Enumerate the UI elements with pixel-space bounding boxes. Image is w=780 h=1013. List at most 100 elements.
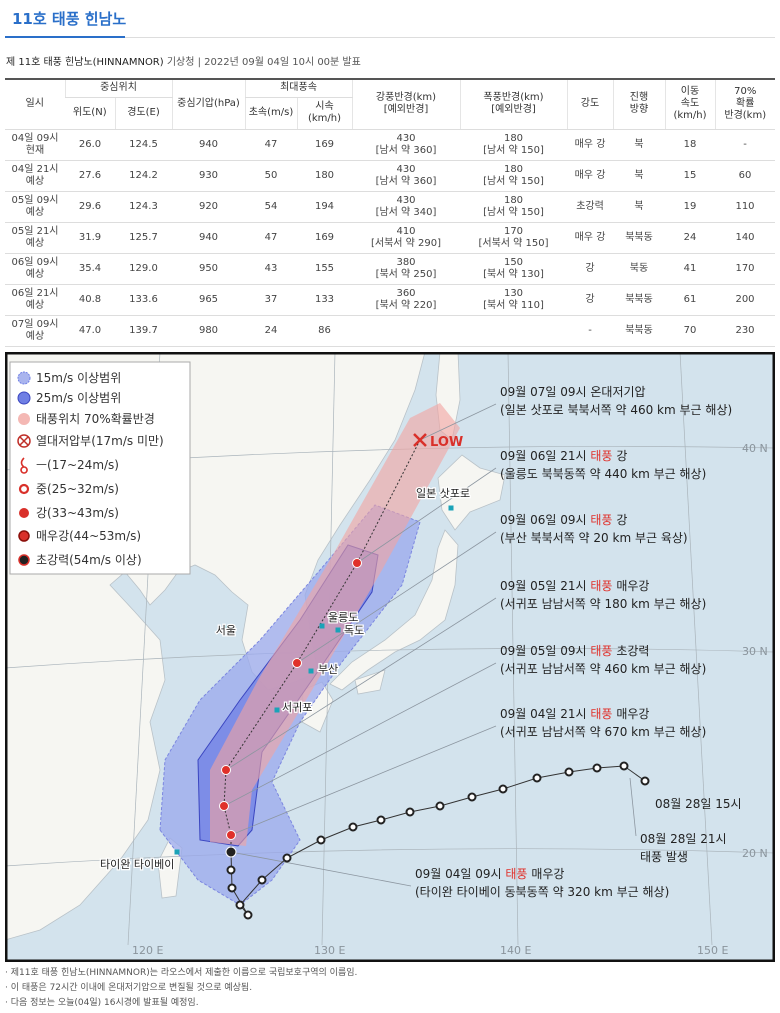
table-cell: 북동 — [613, 253, 665, 285]
table-cell: 86 — [297, 315, 352, 347]
table-cell: 200 — [715, 284, 775, 316]
past-position — [564, 767, 574, 777]
header-cell: 경도(E) — [114, 97, 172, 130]
table-cell: 05일 21시 예상 — [5, 222, 65, 254]
legend-item: 25m/s 이상범위 — [17, 391, 121, 405]
past-position — [532, 773, 542, 783]
annotation-title: 09월 07일 09시 온대저기압 — [500, 385, 646, 399]
annotation-strength: 강 — [616, 513, 627, 527]
legend-label: 중(25~32m/s) — [36, 482, 119, 496]
table-cell: 29.6 — [65, 191, 115, 223]
leader-line — [230, 725, 497, 836]
table-cell: 130 [북서 약 110] — [460, 284, 567, 316]
place-dot — [225, 625, 231, 631]
grid-line — [679, 352, 713, 946]
annotation-location: (서귀포 남남서쪽 약 180 km 부근 해상) — [500, 596, 706, 611]
place-label: 독도 — [344, 624, 364, 637]
leader-line — [419, 403, 497, 441]
annotation-location: (부산 북북서쪽 약 20 km 부근 육상) — [500, 530, 688, 545]
past-position — [243, 910, 253, 920]
place-dot — [174, 849, 180, 855]
footnotes: · 제11호 태풍 힌남노(HINNAMNOR)는 라오스에서 제출한 이름으로… — [5, 966, 357, 1011]
map-labels: 09월 07일 09시 온대저기압 (일본 삿포로 북북서쪽 약 460 km 부… — [99, 385, 768, 957]
leader-line — [223, 662, 497, 807]
past-position — [435, 801, 445, 811]
past-position — [316, 835, 326, 845]
place-dot — [448, 505, 454, 511]
past-position — [376, 815, 386, 825]
table-cell: 31.9 — [65, 222, 115, 254]
table-cell: 139.7 — [115, 315, 172, 347]
table-cell: 940 — [172, 129, 245, 161]
annotation-kind: 태풍 — [590, 579, 612, 593]
table-cell: 920 — [172, 191, 245, 223]
title-text: 제 11호 태풍 힌남노(HINNAMNOR) — [6, 57, 164, 68]
table-cell: 133 — [297, 284, 352, 316]
divider — [5, 37, 775, 38]
footnote: · 이 태풍은 72시간 이내에 온대저기압으로 변질될 것으로 예상됨. — [5, 983, 253, 993]
table-cell: 매우 강 — [567, 160, 613, 192]
place-dot — [308, 668, 314, 674]
table-cell: 180 [남서 약 150] — [460, 160, 567, 192]
bulletin-title: 제 11호 태풍 힌남노(HINNAMNOR) 기상청 | 2022년 09월 … — [6, 53, 361, 68]
tab-title[interactable]: 11호 태풍 힌남노 — [12, 10, 127, 28]
probability-area — [210, 403, 460, 846]
table-row: 05일 09시 예상 29.6 124.3 920 54 194 430 [남서 약 340… — [5, 191, 775, 223]
table-cell: 북 — [613, 129, 665, 161]
table-cell: 180 [남서 약 150] — [460, 191, 567, 223]
place-label: 서울 — [216, 624, 236, 637]
table-cell: 북 — [613, 160, 665, 192]
past-position — [592, 763, 602, 773]
table-cell: 강 — [567, 284, 613, 316]
annotation-title: 09월 05일 09시 태풍 초강력 — [500, 644, 649, 658]
map-border — [5, 352, 775, 962]
annotation-title: 09월 06일 21시 태풍 강 — [500, 449, 627, 463]
table-cell: 150 [북서 약 130] — [460, 253, 567, 285]
table-cell: 950 — [172, 253, 245, 285]
past-position — [282, 853, 292, 863]
place-label: 일본 삿포로 — [416, 486, 470, 500]
shikoku — [354, 669, 386, 695]
table-cell: - — [715, 129, 775, 161]
legend-symbol — [18, 413, 30, 425]
legend-symbol — [18, 554, 30, 566]
table-cell: 169 — [297, 222, 352, 254]
annotation-location: (타이완 타이베이 동북동쪽 약 320 km 부근 해상) — [415, 884, 669, 899]
annotation-strength: 매우강 — [531, 867, 564, 881]
table-cell: 133.6 — [115, 284, 172, 316]
table-cell: 930 — [172, 160, 245, 192]
table-cell: 61 — [665, 284, 715, 316]
grid-label: 30 N — [742, 645, 768, 658]
annotation-time: 09월 07일 09시 — [500, 385, 587, 399]
past-position — [235, 900, 245, 910]
annotation-strength: 초강력 — [616, 644, 649, 658]
grid-label: 150 E — [697, 944, 728, 957]
table-cell: 강 — [567, 253, 613, 285]
table-row: 04일 09시 현재 26.0 124.5 940 47 169 430 [남서 약 360… — [5, 129, 775, 161]
grid-label: 20 N — [742, 847, 768, 860]
table-cell: 북북동 — [613, 315, 665, 347]
annotation-strength: 온대저기압 — [590, 385, 645, 399]
current-position — [225, 846, 237, 858]
table-cell: 07일 09시 예상 — [5, 315, 65, 347]
place-label: 부산 — [318, 663, 338, 676]
tab-underline — [5, 36, 125, 38]
table-cell: 129.0 — [115, 253, 172, 285]
annotation-location: (서귀포 남남서쪽 약 670 km 부근 해상) — [500, 724, 706, 739]
annotation-strength: 매우강 — [616, 707, 649, 721]
header-cell: 진행 방향 — [612, 78, 665, 130]
grid-label: 40 N — [742, 442, 768, 455]
table-cell: 124.3 — [115, 191, 172, 223]
table-cell: 06일 09시 예상 — [5, 253, 65, 285]
table-cell: 북북동 — [613, 284, 665, 316]
table-row: 05일 21시 예상 31.9 125.7 940 47 169 410 [서북서 약 29… — [5, 222, 775, 254]
header-cell: 일시 — [5, 78, 65, 130]
table-cell: 965 — [172, 284, 245, 316]
legend-symbol — [18, 530, 30, 542]
table-cell — [352, 315, 460, 347]
past-position — [257, 875, 267, 885]
place-label: 울릉도 — [328, 611, 358, 624]
